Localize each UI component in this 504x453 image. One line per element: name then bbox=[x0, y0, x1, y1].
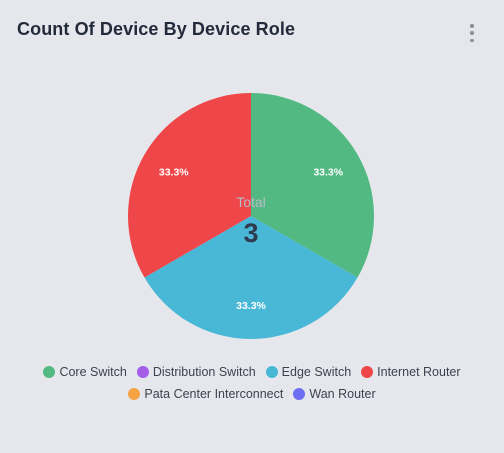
legend-dot-icon bbox=[361, 366, 374, 378]
legend-label: Distribution Switch bbox=[152, 365, 256, 379]
legend-label: Core Switch bbox=[59, 365, 127, 379]
more-vertical-icon[interactable] bbox=[464, 24, 480, 42]
legend-label: Edge Switch bbox=[281, 365, 352, 379]
pie-slice-internet-router[interactable] bbox=[128, 93, 251, 278]
legend-dot-icon bbox=[43, 366, 56, 378]
legend-label: Pata Center Interconnect bbox=[144, 387, 284, 401]
legend-dot-icon bbox=[265, 366, 278, 378]
legend-item-pata-center-interconnect[interactable]: Pata Center Interconnect bbox=[128, 387, 283, 401]
legend-dot-icon bbox=[128, 388, 141, 400]
legend-item-distribution-switch[interactable]: Distribution Switch bbox=[136, 365, 256, 379]
legend-item-edge-switch[interactable]: Edge Switch bbox=[265, 365, 352, 379]
legend-dot-icon bbox=[136, 366, 149, 378]
chart-title: Count Of Device By Device Role bbox=[17, 19, 296, 39]
legend-row: Pata Center Interconnect Wan Router bbox=[128, 387, 376, 401]
slice-label-core-switch: 33.3% bbox=[313, 166, 343, 178]
legend-label: Wan Router bbox=[309, 387, 376, 401]
pie-slice-core-switch[interactable] bbox=[251, 93, 374, 278]
chart-legend: Core Switch Distribution Switch Edge Switc… bbox=[0, 365, 504, 401]
slice-label-internet-router: 33.3% bbox=[159, 166, 189, 178]
slice-label-edge-switch: 33.3% bbox=[236, 300, 266, 312]
legend-item-wan-router[interactable]: Wan Router bbox=[293, 387, 376, 401]
legend-dot-icon bbox=[293, 388, 306, 400]
center-total-value: 3 bbox=[243, 218, 258, 248]
legend-item-internet-router[interactable]: Internet Router bbox=[361, 365, 461, 379]
legend-row: Core Switch Distribution Switch Edge Switc… bbox=[43, 365, 461, 379]
legend-item-core-switch[interactable]: Core Switch bbox=[43, 365, 127, 379]
legend-label: Internet Router bbox=[377, 365, 461, 379]
center-total-label: Total bbox=[236, 194, 266, 210]
